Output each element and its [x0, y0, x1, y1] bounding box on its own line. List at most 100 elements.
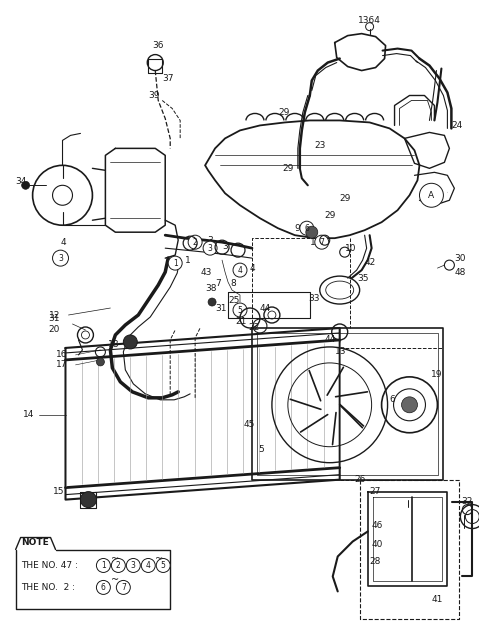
Text: 5: 5 — [258, 445, 264, 454]
Text: 1: 1 — [173, 259, 178, 268]
Text: 46: 46 — [372, 521, 383, 530]
Text: 20: 20 — [48, 326, 60, 335]
Text: 16: 16 — [56, 351, 67, 360]
Text: 6: 6 — [101, 583, 106, 592]
Text: 24: 24 — [451, 121, 463, 130]
Text: 3: 3 — [58, 253, 63, 262]
Text: 18: 18 — [108, 340, 120, 349]
Text: ~: ~ — [111, 575, 120, 586]
Text: 23: 23 — [315, 141, 326, 150]
Text: 34: 34 — [16, 177, 27, 186]
Circle shape — [156, 559, 170, 572]
Text: 14: 14 — [23, 410, 34, 419]
Text: 27: 27 — [370, 487, 381, 496]
Circle shape — [203, 241, 217, 255]
Text: 41: 41 — [432, 595, 443, 604]
Text: 4: 4 — [238, 266, 242, 275]
Circle shape — [306, 226, 318, 238]
Circle shape — [96, 580, 110, 595]
Circle shape — [208, 298, 216, 306]
Text: 3: 3 — [222, 242, 228, 251]
Text: 2: 2 — [116, 561, 121, 570]
Text: 30: 30 — [455, 253, 466, 262]
Circle shape — [168, 256, 182, 270]
Circle shape — [123, 335, 137, 349]
Text: 19: 19 — [432, 371, 443, 380]
Text: 31: 31 — [215, 303, 227, 312]
Text: A: A — [447, 191, 448, 193]
Text: 12: 12 — [48, 310, 60, 319]
Text: 33: 33 — [308, 294, 319, 303]
Text: 2: 2 — [193, 237, 197, 246]
Text: 6: 6 — [304, 224, 309, 233]
Circle shape — [81, 492, 96, 508]
Text: 25: 25 — [228, 296, 240, 305]
Circle shape — [141, 559, 155, 572]
Text: 44: 44 — [260, 303, 271, 312]
Circle shape — [402, 397, 418, 413]
Text: 43: 43 — [200, 268, 212, 276]
Text: THE NO.  2 :: THE NO. 2 : — [21, 583, 74, 592]
Text: 4: 4 — [146, 561, 151, 570]
Text: 5: 5 — [238, 305, 242, 314]
Text: 29: 29 — [282, 164, 293, 173]
Text: 28: 28 — [370, 557, 381, 566]
Circle shape — [116, 580, 130, 595]
Text: 29: 29 — [325, 211, 336, 220]
Text: 1: 1 — [185, 255, 191, 264]
Text: 17: 17 — [56, 360, 67, 369]
Circle shape — [96, 559, 110, 572]
Text: 44: 44 — [325, 335, 336, 344]
Text: 38: 38 — [205, 284, 216, 292]
Text: 40: 40 — [372, 540, 383, 549]
Text: 15: 15 — [52, 487, 64, 496]
Text: 6: 6 — [390, 396, 396, 404]
Text: 48: 48 — [455, 268, 466, 276]
Text: 3: 3 — [208, 244, 213, 253]
Text: 1: 1 — [101, 561, 106, 570]
Text: 29: 29 — [278, 108, 289, 117]
Text: ~: ~ — [111, 554, 120, 563]
Text: 7: 7 — [319, 237, 324, 246]
Text: 4: 4 — [60, 237, 66, 246]
Text: 26: 26 — [355, 475, 366, 484]
Circle shape — [111, 559, 125, 572]
Text: 36: 36 — [152, 41, 164, 50]
Text: 3: 3 — [207, 236, 213, 244]
Text: 9: 9 — [295, 224, 300, 233]
Text: 39: 39 — [148, 91, 160, 100]
Circle shape — [233, 303, 247, 317]
Text: 8: 8 — [230, 278, 236, 287]
Circle shape — [315, 235, 329, 249]
Text: 10: 10 — [345, 244, 356, 253]
Circle shape — [52, 250, 69, 266]
Text: 1364: 1364 — [358, 16, 381, 25]
Text: 5: 5 — [161, 561, 166, 570]
Text: ~: ~ — [155, 554, 163, 563]
Text: 22: 22 — [248, 323, 259, 333]
Text: 7: 7 — [121, 583, 126, 592]
Text: 42: 42 — [365, 258, 376, 267]
Circle shape — [22, 181, 30, 189]
Circle shape — [126, 559, 140, 572]
Text: THE NO. 47 :: THE NO. 47 : — [21, 561, 77, 570]
Circle shape — [420, 183, 444, 207]
Text: 35: 35 — [358, 273, 369, 283]
Text: 4: 4 — [250, 264, 255, 273]
Text: NOTE: NOTE — [21, 538, 48, 547]
Text: A: A — [428, 191, 434, 200]
Text: 3: 3 — [131, 561, 136, 570]
Text: 45: 45 — [244, 420, 255, 429]
Circle shape — [188, 235, 202, 249]
Text: 11: 11 — [310, 237, 321, 246]
Text: 32: 32 — [461, 497, 473, 506]
Text: 37: 37 — [162, 74, 174, 83]
Circle shape — [233, 263, 247, 277]
Circle shape — [300, 221, 314, 235]
Text: 29: 29 — [340, 194, 351, 203]
Text: 7: 7 — [215, 278, 221, 287]
Text: 31: 31 — [48, 314, 60, 323]
Circle shape — [96, 358, 104, 366]
Text: 21: 21 — [235, 317, 246, 326]
Text: 13: 13 — [335, 348, 346, 356]
